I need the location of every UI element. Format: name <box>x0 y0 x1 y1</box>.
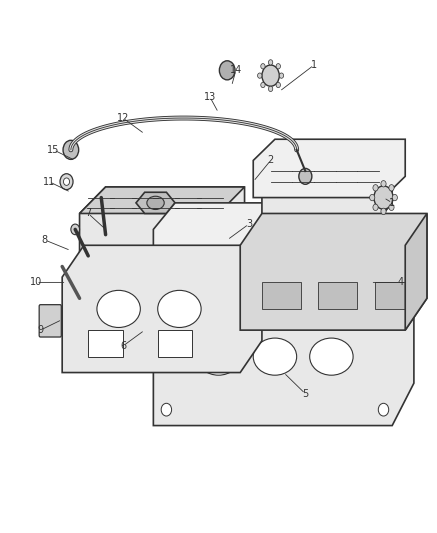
Circle shape <box>378 403 389 416</box>
Circle shape <box>261 63 265 69</box>
Circle shape <box>389 204 394 211</box>
Text: 13: 13 <box>204 92 216 102</box>
Ellipse shape <box>158 290 201 327</box>
Polygon shape <box>405 214 427 330</box>
FancyBboxPatch shape <box>39 305 61 337</box>
Circle shape <box>268 60 273 65</box>
Text: 2: 2 <box>267 156 274 165</box>
Polygon shape <box>80 187 245 214</box>
Ellipse shape <box>147 196 164 209</box>
Text: 5: 5 <box>302 389 309 399</box>
Ellipse shape <box>253 338 297 375</box>
Polygon shape <box>262 160 392 229</box>
Text: 10: 10 <box>30 277 42 287</box>
Text: 1: 1 <box>311 60 317 70</box>
Ellipse shape <box>310 338 353 375</box>
Circle shape <box>261 82 265 87</box>
Circle shape <box>268 86 273 92</box>
Circle shape <box>161 276 172 289</box>
Circle shape <box>373 184 378 191</box>
Text: 9: 9 <box>38 325 44 335</box>
Text: 4: 4 <box>398 277 404 287</box>
Circle shape <box>299 168 312 184</box>
Polygon shape <box>62 245 262 373</box>
Circle shape <box>219 61 235 80</box>
Circle shape <box>63 178 69 185</box>
Circle shape <box>161 403 172 416</box>
Circle shape <box>373 204 378 211</box>
Bar <box>375 282 414 309</box>
Text: 11: 11 <box>43 176 55 187</box>
Polygon shape <box>153 203 305 266</box>
Polygon shape <box>80 187 245 256</box>
Text: 15: 15 <box>47 145 60 155</box>
Circle shape <box>279 73 284 78</box>
Circle shape <box>378 276 389 289</box>
Polygon shape <box>153 266 414 425</box>
Circle shape <box>276 82 281 87</box>
Bar <box>319 282 357 309</box>
Circle shape <box>381 181 386 187</box>
Ellipse shape <box>197 338 240 375</box>
Circle shape <box>60 174 73 190</box>
Polygon shape <box>240 214 427 330</box>
Text: 1: 1 <box>389 198 395 208</box>
Circle shape <box>392 195 397 201</box>
Text: 7: 7 <box>85 208 91 219</box>
Polygon shape <box>262 160 392 187</box>
Circle shape <box>257 73 262 78</box>
Text: 8: 8 <box>42 235 48 245</box>
Text: 3: 3 <box>246 219 252 229</box>
Bar <box>262 282 301 309</box>
Ellipse shape <box>97 290 140 327</box>
Circle shape <box>370 195 375 201</box>
Circle shape <box>63 140 79 159</box>
Circle shape <box>71 224 80 235</box>
Circle shape <box>262 65 279 86</box>
Polygon shape <box>253 139 405 198</box>
Circle shape <box>374 186 393 209</box>
Circle shape <box>381 208 386 215</box>
Text: 12: 12 <box>117 113 129 123</box>
Text: 14: 14 <box>230 66 242 75</box>
Circle shape <box>389 184 394 191</box>
Bar <box>88 330 123 357</box>
Text: 6: 6 <box>120 341 126 351</box>
Circle shape <box>276 63 281 69</box>
Bar <box>158 330 192 357</box>
Polygon shape <box>136 192 175 214</box>
